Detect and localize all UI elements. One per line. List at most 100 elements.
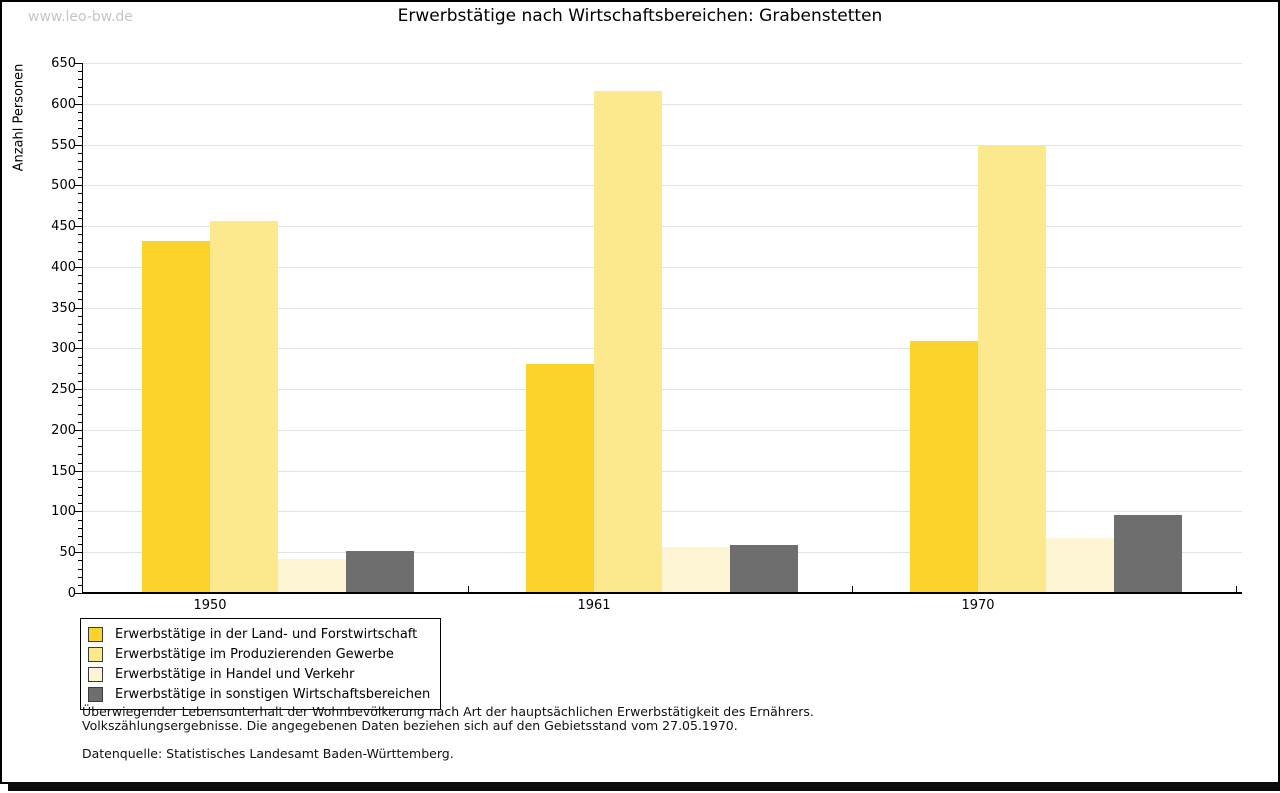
y-minor-tick (78, 413, 82, 415)
y-minor-tick (78, 250, 82, 252)
y-minor-tick (78, 217, 82, 219)
y-minor-tick (78, 177, 82, 179)
y-major-tick-650 (75, 63, 82, 64)
y-minor-tick (78, 584, 82, 586)
legend-swatch-3 (88, 666, 103, 682)
gridline-600 (82, 103, 1242, 105)
legend-row-1: Erwerbstätige in der Land- und Forstwirt… (88, 624, 430, 644)
y-minor-tick (78, 242, 82, 244)
y-major-tick-100 (75, 511, 82, 513)
y-major-tick-0 (75, 593, 82, 594)
legend-box: Erwerbstätige in der Land- und Forstwirt… (80, 618, 442, 710)
chart-title: Erwerbstätige nach Wirtschaftsbereichen:… (397, 6, 883, 26)
gridline-650 (82, 63, 1242, 64)
y-tick-label-650: 650 (51, 56, 76, 71)
footnote-line-2: Volkszählungsergebnisse. Die angegebenen… (82, 718, 738, 733)
y-minor-tick (78, 535, 82, 537)
legend-row-2: Erwerbstätige im Produzierenden Gewerbe (88, 644, 430, 664)
bar-1950-series-3 (278, 559, 346, 592)
y-major-tick-200 (75, 429, 82, 431)
y-major-tick-600 (75, 103, 82, 105)
y-major-tick-500 (75, 185, 82, 187)
y-minor-tick (78, 527, 82, 529)
bar-1950-series-2 (210, 221, 278, 592)
y-minor-tick (78, 454, 82, 456)
gridline-550 (82, 144, 1242, 146)
watermark: www.leo-bw.de (28, 9, 133, 25)
y-minor-tick (78, 71, 82, 73)
y-tick-label-0: 0 (67, 586, 76, 601)
x-axis-tick-1 (852, 586, 853, 592)
gridline-450 (82, 226, 1242, 228)
y-minor-tick (78, 169, 82, 170)
x-axis-tick-0 (468, 586, 469, 592)
y-minor-tick (78, 209, 82, 211)
y-minor-tick (78, 503, 82, 505)
bar-1961-series-3 (662, 547, 730, 592)
legend-swatch-1 (88, 626, 103, 642)
y-tick-label-350: 350 (51, 300, 76, 316)
legend-label-1: Erwerbstätige in der Land- und Forstwirt… (115, 626, 418, 642)
y-major-tick-450 (75, 226, 82, 228)
bar-1970-series-4 (1114, 514, 1182, 592)
y-tick-label-400: 400 (51, 259, 76, 275)
y-major-tick-350 (75, 307, 82, 309)
y-minor-tick (78, 560, 82, 562)
y-minor-tick (78, 275, 82, 276)
x-tick-label-1970: 1970 (961, 598, 995, 613)
y-tick-label-100: 100 (51, 504, 76, 520)
y-minor-tick (78, 519, 82, 521)
y-major-tick-50 (75, 552, 82, 554)
x-tick-label-1961: 1961 (577, 598, 611, 613)
legend-label-3: Erwerbstätige in Handel und Verkehr (115, 666, 355, 682)
y-minor-tick (78, 356, 82, 358)
y-minor-tick (78, 446, 82, 448)
y-minor-tick (78, 340, 82, 342)
y-tick-label-150: 150 (51, 463, 76, 479)
y-major-tick-300 (75, 348, 82, 350)
gridline-200 (82, 429, 1242, 431)
bar-1950-series-4 (346, 551, 414, 592)
y-tick-label-450: 450 (51, 219, 76, 235)
x-axis-tick-2 (1236, 586, 1237, 592)
y-major-tick-550 (75, 144, 82, 146)
y-minor-tick (78, 111, 82, 113)
y-tick-label-500: 500 (51, 178, 76, 194)
y-minor-tick (78, 201, 82, 203)
y-minor-tick (78, 234, 82, 236)
y-major-tick-400 (75, 266, 82, 268)
y-minor-tick (78, 258, 82, 260)
y-minor-tick (78, 95, 82, 97)
y-minor-tick (78, 291, 82, 293)
y-minor-tick (78, 478, 82, 480)
legend-label-2: Erwerbstätige im Produzierenden Gewerbe (115, 646, 394, 662)
y-minor-tick (78, 405, 82, 407)
y-minor-tick (78, 568, 82, 570)
y-axis-line (82, 63, 83, 593)
y-minor-tick (78, 364, 82, 366)
bar-1970-series-1 (910, 340, 978, 592)
y-minor-tick (78, 381, 82, 382)
y-major-tick-250 (75, 389, 82, 391)
y-minor-tick (78, 79, 82, 81)
y-tick-label-50: 50 (59, 545, 76, 561)
gridline-500 (82, 185, 1242, 187)
legend-row-4: Erwerbstätige in sonstigen Wirtschaftsbe… (88, 684, 430, 704)
legend-label-4: Erwerbstätige in sonstigen Wirtschaftsbe… (115, 686, 431, 702)
y-minor-tick (78, 152, 82, 154)
legend-swatch-4 (88, 686, 103, 702)
y-minor-tick (78, 193, 82, 195)
frame-bottom-shadow (8, 782, 1280, 791)
y-minor-tick (78, 120, 82, 122)
y-minor-tick (78, 397, 82, 399)
y-minor-tick (78, 438, 82, 440)
y-tick-label-300: 300 (51, 341, 76, 357)
y-minor-tick (78, 315, 82, 317)
y-minor-tick (78, 372, 82, 374)
y-minor-tick (78, 462, 82, 464)
y-minor-tick (78, 487, 82, 488)
gridline-350 (82, 307, 1242, 309)
gridline-250 (82, 389, 1242, 391)
y-minor-tick (78, 283, 82, 285)
